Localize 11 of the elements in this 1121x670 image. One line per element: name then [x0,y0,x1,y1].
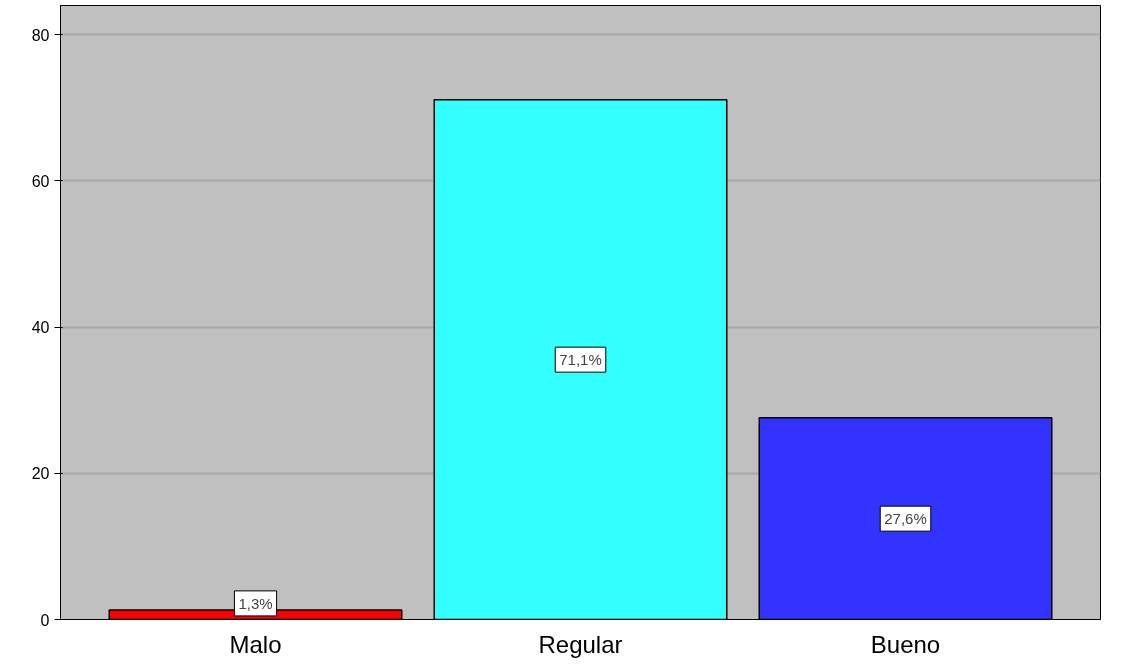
x-tick-label: Malo [229,630,282,658]
x-tick-label: Bueno [870,630,941,658]
y-tick-label: 20 [31,465,50,483]
data-label: 71,1% [559,351,602,369]
y-tick-label: 80 [31,26,50,44]
data-label: 1,3% [238,594,273,612]
y-tick-label: 40 [31,319,50,337]
y-tick-label: 60 [31,172,50,190]
data-label: 27,6% [884,510,927,528]
x-tick-label: Regular [538,630,623,658]
y-tick-label: 0 [40,611,50,629]
